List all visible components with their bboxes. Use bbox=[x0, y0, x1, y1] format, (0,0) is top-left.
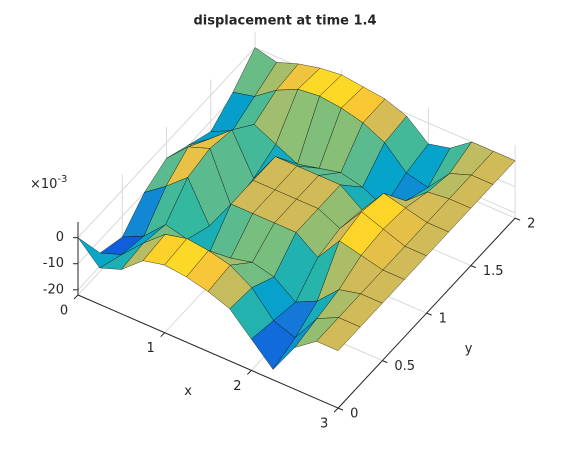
x-axis-label: x bbox=[184, 384, 192, 399]
z-multiplier-base: ×10 bbox=[30, 177, 57, 192]
z-tick-label: -20 bbox=[43, 282, 64, 297]
x-tick bbox=[73, 294, 79, 300]
x-tick bbox=[247, 370, 252, 375]
y-tick bbox=[337, 407, 344, 411]
y-tick bbox=[426, 312, 432, 316]
y-tick bbox=[470, 265, 477, 269]
y-tick-label: 0 bbox=[350, 407, 358, 422]
y-tick bbox=[514, 217, 521, 221]
y-tick-label: 1.5 bbox=[483, 264, 504, 279]
surface-patch bbox=[316, 317, 361, 352]
x-tick-label: 3 bbox=[320, 417, 328, 432]
z-multiplier-exponent: -3 bbox=[57, 174, 67, 185]
x-tick-label: 1 bbox=[147, 341, 155, 356]
y-tick-label: 1 bbox=[439, 312, 447, 327]
z-tick-label: -10 bbox=[43, 256, 64, 271]
surface bbox=[77, 47, 516, 370]
y-axis bbox=[337, 217, 516, 409]
y-tick-label: 2 bbox=[527, 217, 535, 232]
x-tick-label: 2 bbox=[233, 379, 241, 394]
x-tick bbox=[333, 407, 339, 413]
y-tick-label: 0.5 bbox=[394, 359, 415, 374]
x-tick-label: 0 bbox=[60, 304, 68, 319]
x-tick bbox=[160, 332, 166, 338]
chart-title: displacement at time 1.4 bbox=[193, 14, 376, 29]
y-tick bbox=[382, 360, 388, 364]
x-axis bbox=[77, 294, 339, 409]
grid-line bbox=[77, 47, 256, 238]
z-tick-label: 0 bbox=[56, 230, 64, 245]
z-multiplier: ×10-3 bbox=[30, 174, 67, 192]
y-axis-label: y bbox=[465, 342, 473, 357]
